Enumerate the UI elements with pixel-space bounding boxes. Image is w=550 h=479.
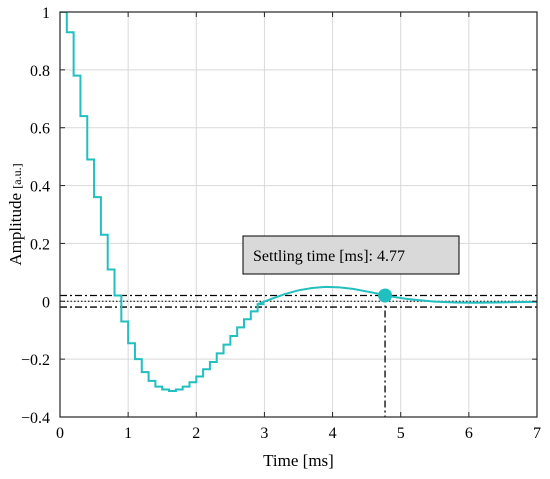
- x-axis-unit: [ms]: [303, 451, 334, 470]
- x-tick-label: 6: [465, 425, 473, 442]
- y-tick-label: 0.4: [30, 179, 50, 196]
- y-axis-title: Amplitude: [6, 189, 25, 266]
- settling-marker: [378, 288, 393, 303]
- annotation-box: [242, 235, 460, 275]
- y-tick-label: −0.4: [21, 410, 50, 427]
- x-tick-label: 2: [192, 425, 200, 442]
- series-line: [60, 12, 537, 392]
- x-tick-label: 1: [124, 425, 132, 442]
- plot-frame: [59, 11, 538, 418]
- y-axis-unit: [a.u.]: [10, 163, 24, 188]
- x-axis-title: Time: [263, 451, 303, 470]
- x-tick-label: 5: [397, 425, 405, 442]
- y-tick-label: 0.2: [30, 236, 50, 253]
- y-tick-label: 0.6: [30, 121, 50, 138]
- x-tick-label: 7: [533, 425, 541, 442]
- x-tick-label: 4: [329, 425, 337, 442]
- y-axis-label: Amplitude [a.u.]: [6, 163, 25, 265]
- annotation-label: Settling time [ms]: 4.77: [253, 248, 405, 265]
- plot-area: [60, 12, 537, 417]
- y-tick-label: 0.8: [30, 63, 50, 80]
- y-tick-label: −0.2: [21, 352, 50, 369]
- x-tick-label: 0: [56, 425, 64, 442]
- x-axis-label: Time [ms]: [263, 451, 334, 470]
- x-tick-label: 3: [260, 425, 268, 442]
- y-tick-label: 0: [42, 294, 50, 311]
- y-tick-label: 1: [42, 5, 50, 22]
